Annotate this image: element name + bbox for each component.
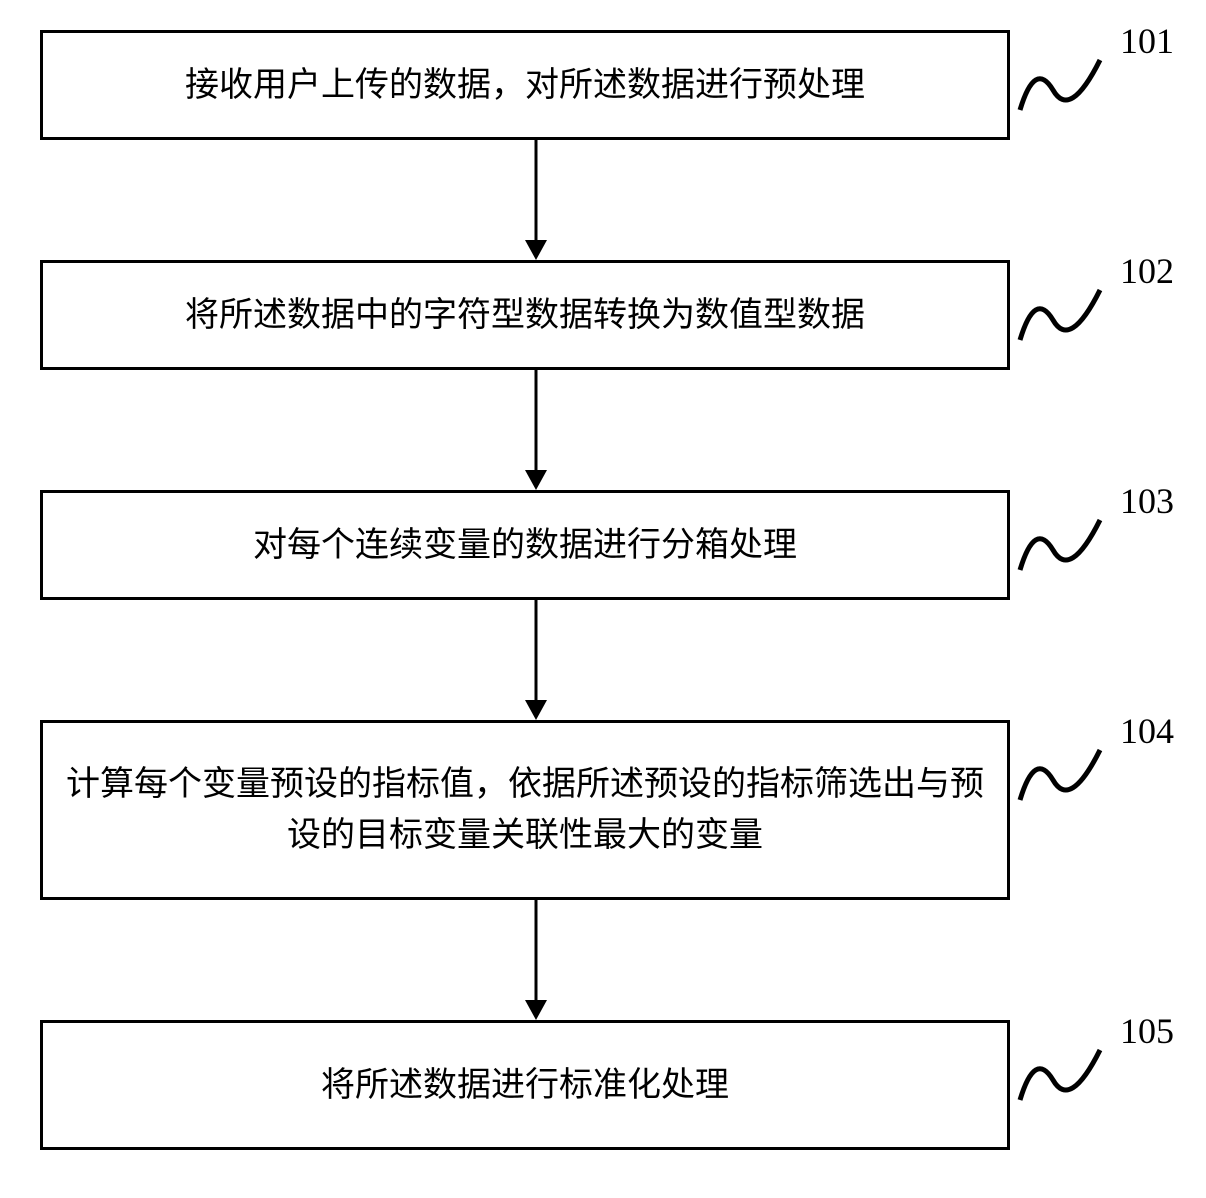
- node-text: 对每个连续变量的数据进行分箱处理: [253, 520, 797, 571]
- flowchart-node: 将所述数据进行标准化处理: [40, 1020, 1010, 1150]
- step-label: 103: [1120, 480, 1174, 522]
- flowchart-arrow: [525, 140, 547, 260]
- flowchart-node: 对每个连续变量的数据进行分箱处理: [40, 490, 1010, 600]
- node-text: 将所述数据进行标准化处理: [321, 1060, 729, 1111]
- flowchart-arrow: [525, 900, 547, 1020]
- step-label: 102: [1120, 250, 1174, 292]
- flowchart-arrow: [525, 370, 547, 490]
- flowchart-canvas: 接收用户上传的数据，对所述数据进行预处理 101 将所述数据中的字符型数据转换为…: [0, 0, 1206, 1198]
- step-label: 104: [1120, 710, 1174, 752]
- squiggle-connector: [1015, 515, 1105, 575]
- step-label: 105: [1120, 1010, 1174, 1052]
- squiggle-connector: [1015, 1045, 1105, 1105]
- flowchart-arrow: [525, 600, 547, 720]
- node-text: 将所述数据中的字符型数据转换为数值型数据: [185, 290, 865, 341]
- flowchart-node: 接收用户上传的数据，对所述数据进行预处理: [40, 30, 1010, 140]
- flowchart-node: 将所述数据中的字符型数据转换为数值型数据: [40, 260, 1010, 370]
- flowchart-node: 计算每个变量预设的指标值，依据所述预设的指标筛选出与预设的目标变量关联性最大的变…: [40, 720, 1010, 900]
- squiggle-connector: [1015, 285, 1105, 345]
- squiggle-connector: [1015, 55, 1105, 115]
- node-text: 计算每个变量预设的指标值，依据所述预设的指标筛选出与预设的目标变量关联性最大的变…: [63, 759, 987, 861]
- squiggle-connector: [1015, 745, 1105, 805]
- step-label: 101: [1120, 20, 1174, 62]
- node-text: 接收用户上传的数据，对所述数据进行预处理: [185, 60, 865, 111]
